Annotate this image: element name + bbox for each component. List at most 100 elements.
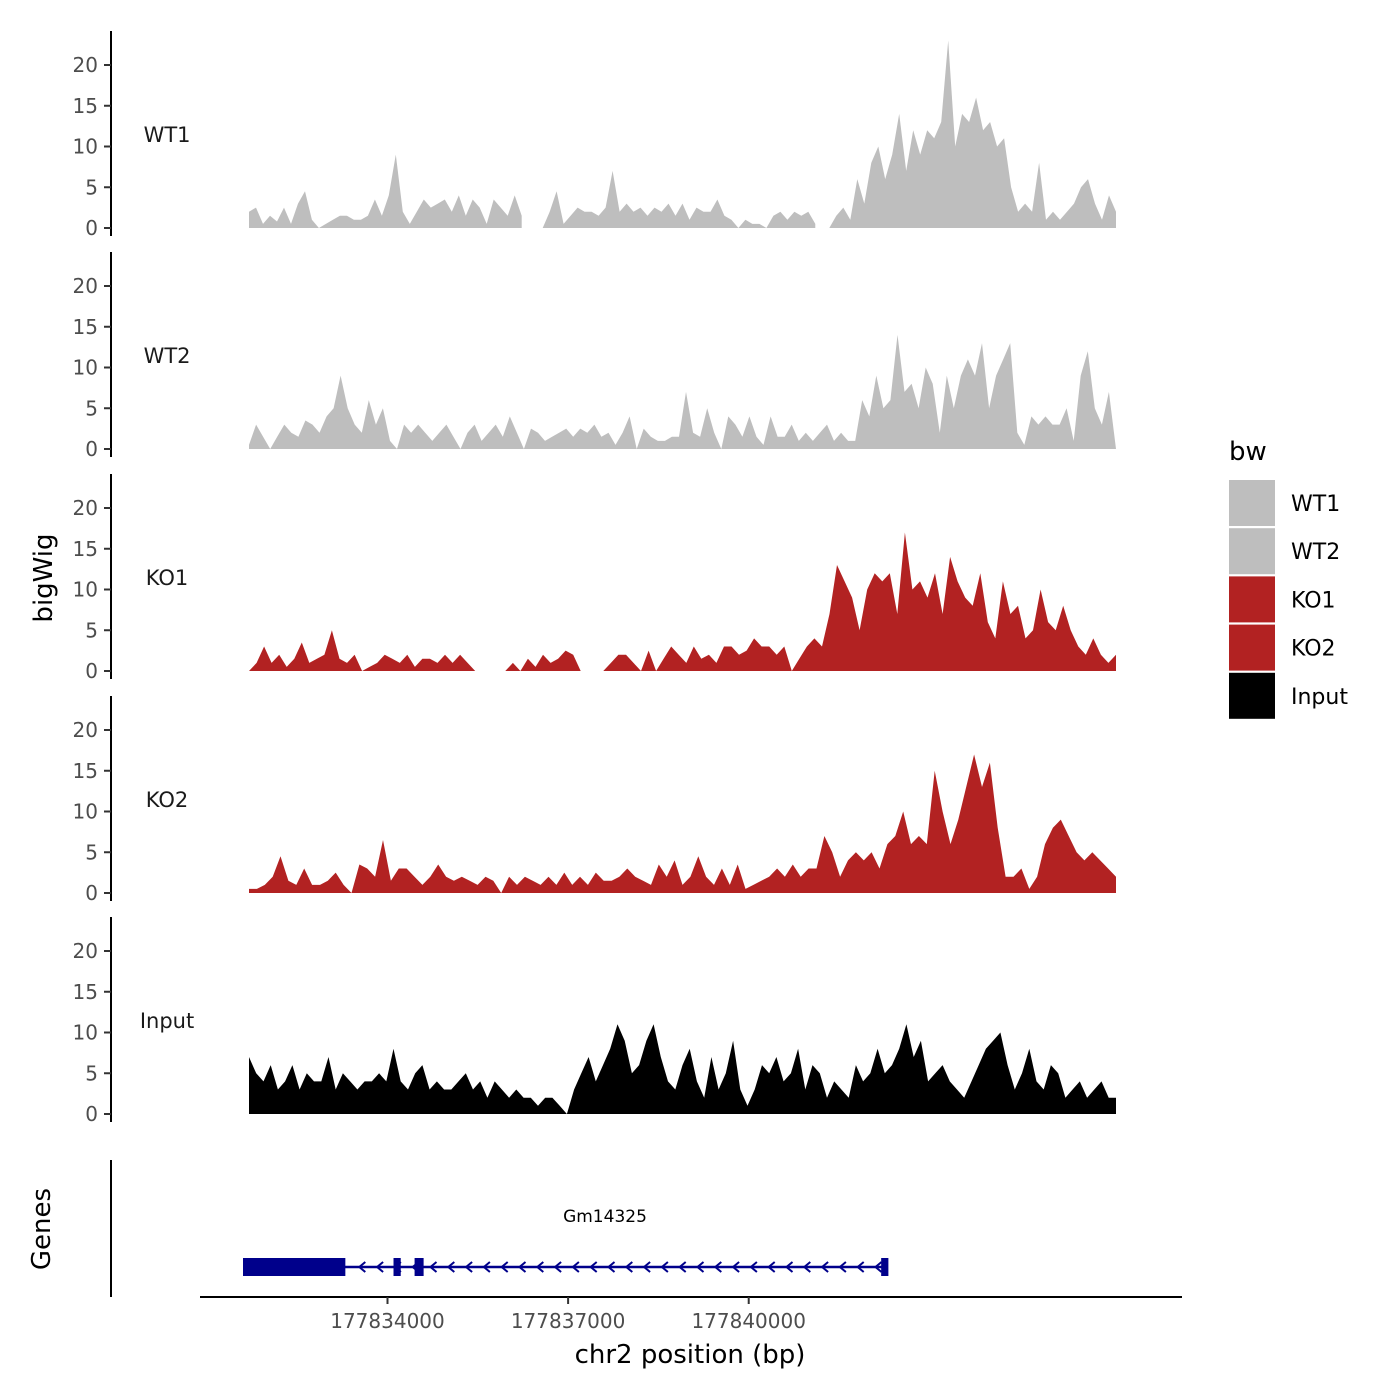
y-tick-label: 10 [73,135,98,159]
coverage-area [505,650,581,671]
legend-label: KO2 [1291,637,1336,662]
legend-swatch [1229,480,1275,526]
strand-arrow [357,1261,366,1273]
strand-arrow [517,1261,527,1273]
strand-arrow [535,1261,544,1273]
strand-arrow [820,1261,829,1273]
strand-arrow [749,1261,758,1273]
strand-arrow [375,1261,384,1273]
legend-label: WT2 [1291,540,1340,565]
coverage-area [829,40,1116,228]
legend-label: Input [1291,685,1348,710]
x-tick-label: 177837000 [511,1309,626,1333]
y-tick-label: 20 [73,939,98,963]
track-wt1: 0 5 10 15 20 WT1 [73,31,1116,240]
y-tick-label: 5 [85,840,98,864]
y-tick-label: 20 [73,496,98,520]
strand-arrow [624,1261,633,1273]
gene-model [243,1258,889,1276]
y-tick-label: 0 [85,216,98,240]
y-tick-label: 15 [73,759,98,783]
coverage-area [249,334,1116,449]
strand-arrow [553,1261,562,1273]
legend-label: WT1 [1291,492,1340,517]
y-tick-label: 0 [85,881,98,905]
y-tick-label: 0 [85,437,98,461]
y-tick-label: 15 [73,980,98,1004]
strand-arrow [695,1261,705,1273]
strand-arrow [731,1261,740,1273]
coverage-area [249,754,1116,893]
strand-arrow [482,1261,491,1273]
y-tick-label: 0 [85,659,98,683]
track-label: WT1 [144,123,191,147]
track-ko2: 0 5 10 15 20 KO2 [73,696,1116,905]
strand-arrow [446,1261,455,1273]
gene-exon [393,1258,401,1276]
strand-arrow [589,1261,598,1273]
y-tick-label: 10 [73,1021,98,1045]
genes-axis-title: Genes [27,1188,57,1270]
gene-exon [414,1258,424,1276]
coverage-area [603,532,1116,671]
gene-label: Gm14325 [563,1207,647,1227]
strand-arrow [464,1261,473,1273]
gene-panel: Genes Gm14325 [27,1160,889,1297]
track-wt2: 0 5 10 15 20 WT2 [73,252,1116,461]
legend-title: bw [1229,437,1267,467]
y-tick-label: 5 [85,618,98,642]
strand-arrow [642,1261,651,1273]
strand-arrow [571,1261,580,1273]
track-label: KO1 [146,566,189,590]
y-tick-label: 20 [73,53,98,77]
x-tick-label: 177840000 [691,1309,806,1333]
strand-arrow [606,1261,616,1273]
track-label: KO2 [146,788,189,812]
strand-arrow [856,1261,865,1273]
y-tick-label: 10 [73,578,98,602]
strand-arrow [838,1261,847,1273]
y-tick-label: 10 [73,356,98,380]
strand-arrow [873,1261,883,1273]
x-axis: 177834000 177837000 177840000 [200,1296,1182,1333]
strand-arrow [784,1261,794,1273]
strand-arrow [500,1261,509,1273]
track-ko1: 0 5 10 15 20 KO1 [73,474,1116,683]
y-tick-label: 20 [73,274,98,298]
legend-swatch [1229,528,1275,575]
coverage-area [249,154,522,228]
legend-swatch [1229,576,1275,623]
strand-arrow [767,1261,776,1273]
coverage-area [249,630,476,671]
track-input: 0 5 10 15 20 Input [73,917,1116,1126]
y-tick-label: 0 [85,1102,98,1126]
y-tick-label: 15 [73,537,98,561]
x-axis-title: chr2 position (bp) [575,1340,806,1370]
y-tick-label: 15 [73,94,98,118]
y-tick-label: 20 [73,718,98,742]
x-tick-label: 177834000 [330,1309,445,1333]
track-label: WT2 [144,344,191,368]
legend: bw WT1 WT2 KO1 KO2 Input [1229,437,1348,719]
coverage-area [249,1024,1116,1114]
legend-swatch [1229,624,1275,671]
track-label: Input [140,1009,194,1033]
y-tick-label: 5 [85,396,98,420]
strand-arrow [713,1261,722,1273]
y-tick-label: 10 [73,800,98,824]
coverage-area [542,170,816,228]
gene-exon [881,1258,889,1276]
legend-swatch [1229,672,1275,719]
y-tick-label: 5 [85,175,98,199]
legend-label: KO1 [1291,588,1336,613]
y-axis-title: bigWig [29,533,59,622]
strand-arrow [660,1261,669,1273]
strand-arrow [428,1261,438,1273]
strand-arrow [678,1261,687,1273]
y-tick-label: 15 [73,315,98,339]
gene-utr [243,1258,346,1276]
y-tick-label: 5 [85,1061,98,1085]
coverage-tracks: 0 5 10 15 20 WT1 0 5 10 15 20 WT2 0 5 10 15 20 KO1 0 5 10 15 2… [73,31,1116,1126]
strand-arrow [802,1261,811,1273]
